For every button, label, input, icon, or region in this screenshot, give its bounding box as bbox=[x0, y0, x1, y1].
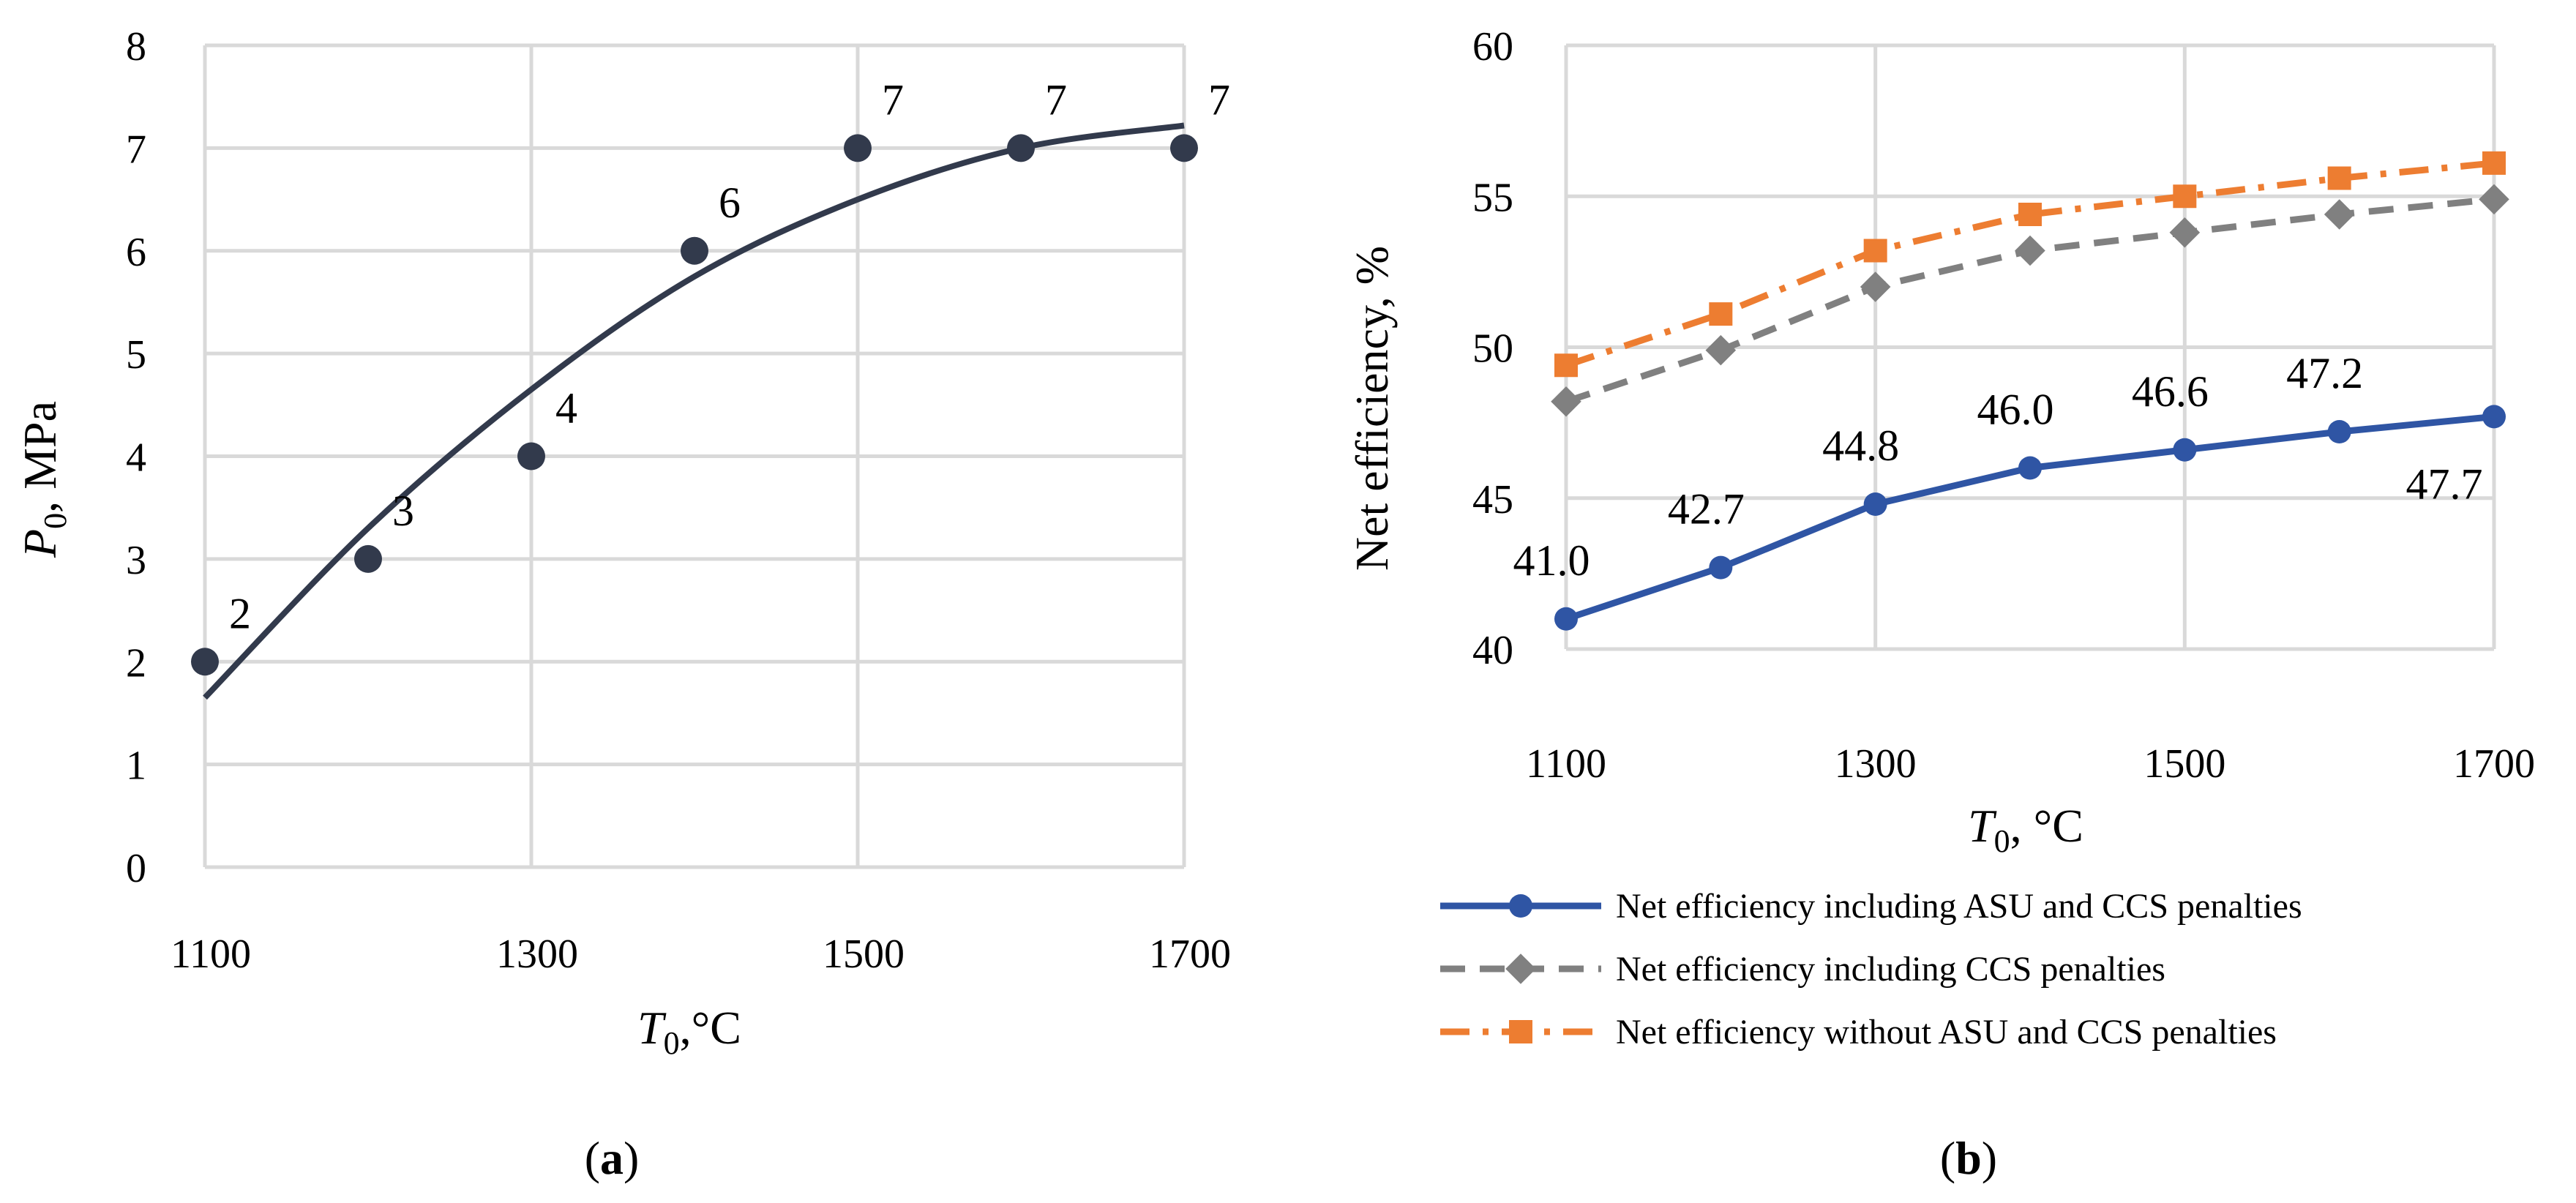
chart-a-points bbox=[191, 134, 1198, 676]
chart-b-gridlines bbox=[1564, 43, 2496, 651]
chart-b-x-ticks: 1100 1300 1500 1700 bbox=[1526, 741, 2535, 787]
chart-b-panel-label: (b) bbox=[1940, 1132, 1997, 1184]
chart-a-panel-label: (a) bbox=[585, 1132, 640, 1184]
chart-b-point bbox=[2479, 184, 2509, 215]
chart-a-x-tick-label: 1500 bbox=[823, 932, 905, 977]
chart-b-x-tick-label: 1300 bbox=[1835, 741, 1917, 787]
chart-b-point bbox=[1705, 334, 1737, 366]
chart-a-y-tick-label: 3 bbox=[126, 538, 146, 583]
chart-b-series bbox=[1551, 151, 2509, 631]
chart-b-legend: Net efficiency including ASU and CCS pen… bbox=[1440, 887, 2302, 1052]
chart-b-y-tick-label: 55 bbox=[1472, 175, 1513, 220]
chart-b-legend-label: Net efficiency including ASU and CCS pen… bbox=[1616, 887, 2302, 926]
chart-b-y-tick-label: 50 bbox=[1472, 326, 1513, 372]
chart-a-point bbox=[844, 134, 872, 162]
chart-b-point bbox=[2327, 420, 2351, 443]
chart-b-legend-label: Net efficiency without ASU and CCS penal… bbox=[1616, 1013, 2277, 1052]
chart-b-point bbox=[2324, 199, 2355, 230]
chart-a-point bbox=[191, 648, 219, 676]
chart-a-y-tick-label: 8 bbox=[126, 24, 146, 70]
chart-b-point bbox=[1551, 386, 1581, 417]
chart-b-legend-item: Net efficiency without ASU and CCS penal… bbox=[1440, 1013, 2277, 1052]
chart-b-legend-label: Net efficiency including CCS penalties bbox=[1616, 950, 2165, 989]
chart-b-point bbox=[1505, 953, 1536, 984]
chart-b-x-tick-label: 1100 bbox=[1526, 741, 1606, 787]
chart-b-point bbox=[1709, 302, 1733, 326]
chart-a-data-label: 4 bbox=[555, 384, 577, 432]
chart-b-legend-item: Net efficiency including CCS penalties bbox=[1440, 950, 2165, 989]
chart-b-point bbox=[2327, 166, 2351, 190]
chart-a-point bbox=[354, 544, 382, 573]
chart-a-trendline bbox=[203, 122, 1185, 700]
chart-b-point bbox=[2173, 184, 2197, 209]
chart-a-data-label: 2 bbox=[229, 589, 251, 637]
chart-b-data-label: 42.7 bbox=[1668, 485, 1745, 533]
chart-b-data-label: 41.0 bbox=[1513, 536, 1590, 585]
chart-b-point bbox=[2015, 235, 2045, 266]
chart-b-point bbox=[1509, 1020, 1532, 1043]
chart-a-point bbox=[1170, 134, 1198, 162]
chart-a-point bbox=[517, 442, 545, 471]
chart-b-y-tick-label: 45 bbox=[1472, 477, 1513, 522]
chart-a-y-axis-title: P0, MPa bbox=[14, 401, 73, 558]
chart-b-data-labels: 41.0 42.7 44.8 46.0 46.6 47.2 47.7 bbox=[1513, 349, 2483, 585]
chart-a-gridlines bbox=[203, 43, 1186, 869]
chart-b-y-ticks: 40 45 50 55 60 bbox=[1472, 24, 1513, 673]
chart-a-x-ticks: 1100 1300 1500 1700 bbox=[171, 932, 1231, 977]
chart-a-x-axis-title: T0,°C bbox=[637, 1002, 741, 1061]
chart-b-x-tick-label: 1500 bbox=[2143, 741, 2225, 787]
chart-b-y-tick-label: 60 bbox=[1472, 24, 1513, 70]
chart-b-y-axis-title: Net efficiency, % bbox=[1346, 246, 1398, 571]
chart-b-point bbox=[1509, 894, 1532, 918]
chart-b-x-axis-title: T0, °C bbox=[1968, 800, 2083, 859]
chart-b-point bbox=[1554, 353, 1578, 378]
chart-b-series-group bbox=[1554, 405, 2506, 631]
chart-a-data-label: 7 bbox=[1045, 75, 1067, 124]
chart-b-x-tick-label: 1700 bbox=[2453, 741, 2535, 787]
chart-b-y-tick-label: 40 bbox=[1472, 628, 1513, 673]
chart-b-point bbox=[2018, 456, 2042, 480]
chart-b-data-label: 44.8 bbox=[1822, 421, 1899, 470]
chart-b-data-label: 46.6 bbox=[2132, 367, 2209, 416]
chart-b-point bbox=[1863, 239, 1887, 263]
chart-b-series-group bbox=[1551, 184, 2509, 417]
chart-a-y-tick-label: 5 bbox=[126, 332, 146, 378]
chart-b-data-label: 47.2 bbox=[2286, 349, 2363, 397]
chart-b-point bbox=[2169, 217, 2201, 248]
chart-b-point bbox=[1709, 555, 1733, 580]
chart-a-y-tick-label: 1 bbox=[126, 743, 146, 789]
chart-a: 0 1 2 3 4 5 6 7 8 1100 1300 1500 1700 2 3 4 6 7 7 7 P0, M… bbox=[14, 24, 1231, 1184]
chart-a-data-label: 6 bbox=[719, 179, 741, 227]
chart-a-point bbox=[1007, 134, 1035, 162]
chart-a-y-tick-label: 4 bbox=[126, 435, 146, 481]
chart-b-point bbox=[1860, 271, 1891, 302]
chart-a-x-tick-label: 1100 bbox=[171, 932, 251, 977]
chart-a-y-tick-label: 2 bbox=[126, 640, 146, 686]
chart-b-point bbox=[2482, 405, 2506, 429]
chart-b-legend-item: Net efficiency including ASU and CCS pen… bbox=[1440, 887, 2302, 926]
chart-a-point bbox=[681, 236, 708, 265]
chart-a-x-tick-label: 1300 bbox=[496, 932, 578, 977]
chart-a-y-tick-label: 7 bbox=[126, 127, 146, 172]
chart-b-series-group bbox=[1554, 151, 2506, 378]
chart-b-data-label: 46.0 bbox=[1977, 386, 2054, 434]
chart-b-point bbox=[2018, 203, 2042, 226]
chart-b-point bbox=[2482, 151, 2506, 175]
chart-a-data-label: 3 bbox=[392, 487, 414, 535]
chart-a-y-ticks: 0 1 2 3 4 5 6 7 8 bbox=[126, 24, 146, 891]
chart-a-data-labels: 2 3 4 6 7 7 7 bbox=[229, 75, 1230, 637]
chart-b-point bbox=[1863, 492, 1887, 516]
chart-a-data-label: 7 bbox=[882, 75, 904, 124]
chart-b-point bbox=[1554, 607, 1578, 631]
chart-b-point bbox=[2173, 438, 2197, 462]
chart-a-x-tick-label: 1700 bbox=[1149, 932, 1231, 977]
chart-b: 40 45 50 55 60 1100 1300 1500 1700 41.0 42.7 44.8… bbox=[1346, 24, 2535, 1184]
chart-a-data-label: 7 bbox=[1208, 75, 1230, 124]
chart-a-y-tick-label: 0 bbox=[126, 846, 146, 891]
chart-a-y-tick-label: 6 bbox=[126, 230, 146, 275]
chart-b-data-label: 47.7 bbox=[2406, 460, 2483, 508]
